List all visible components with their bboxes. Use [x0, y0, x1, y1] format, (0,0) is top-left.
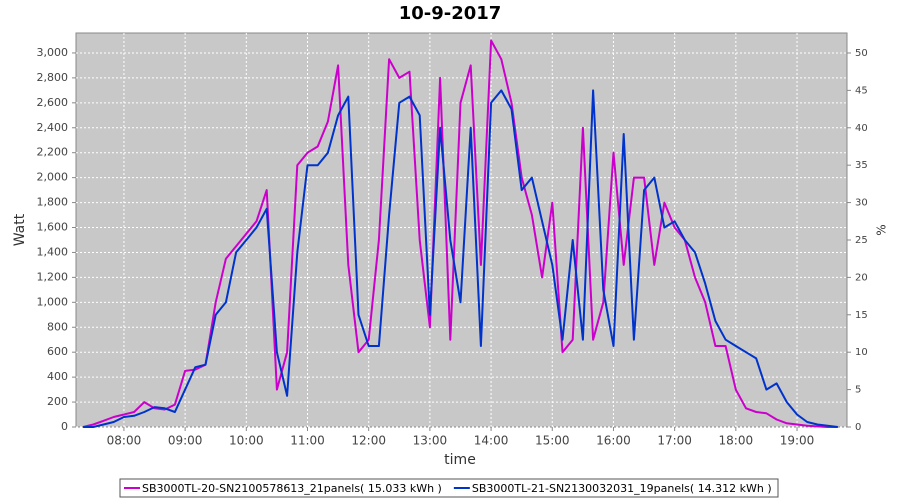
x-tick-label: 14:00	[474, 434, 509, 448]
y-tick-label: 1,800	[37, 196, 69, 209]
series-line	[83, 89, 838, 428]
y2-tick-label: 25	[855, 235, 868, 246]
y-tick-label: 1,400	[37, 245, 69, 258]
y-tick-label: 800	[47, 320, 68, 333]
x-tick-label: 08:00	[107, 434, 142, 448]
y-tick-label: 2,400	[37, 121, 69, 134]
y-tick-label: 600	[47, 345, 68, 358]
legend-label: SB3000TL-21-SN2130032031_19panels( 14.31…	[472, 482, 772, 495]
y2-tick-label: 30	[855, 198, 868, 209]
x-tick-label: 12:00	[351, 434, 386, 448]
x-tick-label: 10:00	[229, 434, 264, 448]
y2-tick-label: 20	[855, 272, 868, 283]
y2-tick-label: 45	[855, 85, 868, 96]
y-tick-label: 200	[47, 395, 68, 408]
x-tick-label: 15:00	[535, 434, 570, 448]
y-tick-label: 2,800	[37, 71, 69, 84]
x-tick-label: 13:00	[413, 434, 448, 448]
y2-tick-label: 5	[855, 385, 861, 396]
x-tick-label: 19:00	[780, 434, 815, 448]
y-tick-label: 0	[61, 420, 68, 433]
legend-label: SB3000TL-20-SN2100578613_21panels( 15.03…	[142, 482, 442, 495]
x-tick-label: 17:00	[657, 434, 692, 448]
legend	[119, 478, 779, 498]
y2-tick-label: 50	[855, 48, 868, 59]
y2-tick-label: 0	[855, 422, 861, 433]
x-tick-label: 11:00	[290, 434, 325, 448]
y-tick-label: 1,000	[37, 295, 69, 308]
y-tick-label: 2,200	[37, 146, 69, 159]
x-axis-label: time	[444, 452, 476, 468]
chart-title: 10-9-2017	[399, 3, 502, 24]
y-tick-label: 2,600	[37, 96, 69, 109]
y-tick-label: 1,200	[37, 270, 69, 283]
y2-axis-label: %	[875, 224, 889, 235]
y2-tick-label: 15	[855, 310, 868, 321]
y-tick-label: 400	[47, 370, 68, 383]
y-tick-label: 1,600	[37, 221, 69, 234]
x-tick-label: 16:00	[596, 434, 631, 448]
y2-tick-label: 10	[855, 347, 868, 358]
y-tick-label: 2,000	[37, 171, 69, 184]
y2-tick-label: 35	[855, 160, 868, 171]
y-axis-label: Watt	[12, 213, 28, 246]
x-tick-label: 09:00	[168, 434, 203, 448]
y2-tick-label: 40	[855, 123, 868, 134]
y-tick-label: 3,000	[37, 46, 69, 59]
x-tick-label: 18:00	[719, 434, 754, 448]
